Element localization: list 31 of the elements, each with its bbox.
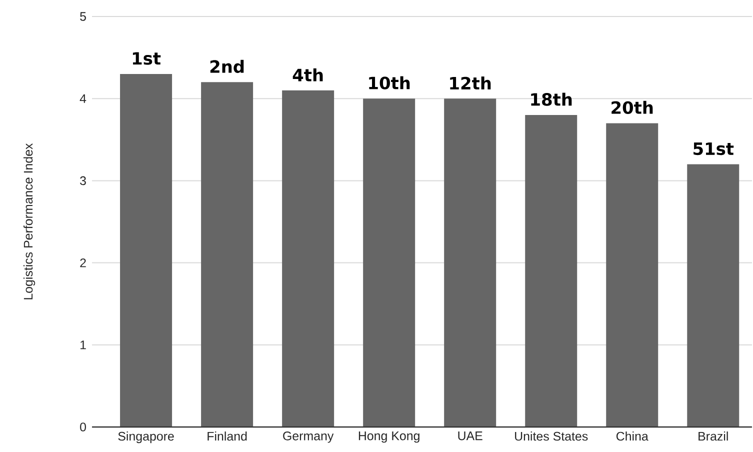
bar: [363, 98, 416, 427]
bar: [687, 164, 740, 427]
annotation: 51st: [694, 142, 734, 156]
bar: [444, 98, 496, 427]
x-tick-label: Unites States: [515, 432, 588, 441]
annotation: 4th: [292, 68, 323, 82]
bar: [201, 82, 254, 427]
annotation: 2nd: [210, 60, 244, 73]
x-tick-label: Singapore: [118, 432, 174, 444]
y-tick-label: 5: [80, 12, 86, 21]
x-tick-label: UAE: [458, 432, 482, 440]
y-tick-label: 1: [80, 340, 86, 350]
x-tick-label: Germany: [283, 432, 334, 443]
x-tick-label: China: [616, 432, 648, 441]
annotation: 18th: [531, 92, 572, 106]
bar: [606, 123, 658, 427]
annotation: 1st: [132, 52, 161, 65]
bar: [525, 115, 578, 427]
bar: [120, 74, 172, 427]
y-tick-label: 0: [80, 422, 86, 432]
y-tick-label: 4: [80, 94, 86, 103]
y-tick-label: 3: [80, 176, 86, 186]
y-tick-label: 2: [80, 258, 86, 268]
x-tick-label: Brazil: [698, 432, 728, 441]
bar: [282, 90, 334, 427]
annotation: 10th: [369, 76, 410, 90]
annotation: 20th: [612, 100, 653, 114]
y-axis-title: Logistics Performance Index: [23, 143, 36, 300]
x-tick-label: Finland: [208, 432, 247, 441]
annotation: 12th: [450, 76, 491, 90]
x-tick-label: Hong Kong: [358, 432, 420, 443]
